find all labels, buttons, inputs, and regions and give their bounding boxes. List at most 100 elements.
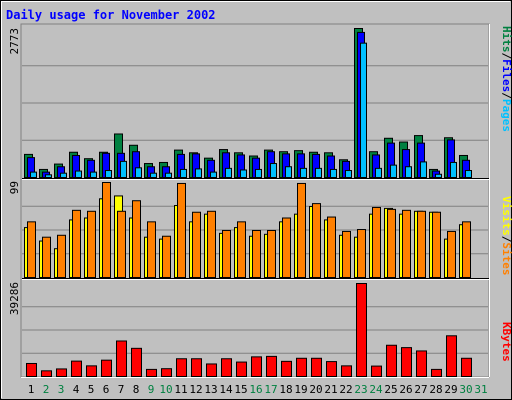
bar-pages-day-22 bbox=[345, 170, 352, 179]
bar-pages-day-23 bbox=[360, 42, 367, 179]
bar-kbytes-day-28 bbox=[431, 368, 442, 377]
bar-sites-day-8 bbox=[132, 200, 141, 279]
bar-kbytes-day-26 bbox=[401, 347, 412, 377]
bar-kbytes-day-14 bbox=[221, 358, 232, 377]
bar-kbytes-day-17 bbox=[266, 355, 277, 377]
bar-kbytes-day-7 bbox=[116, 340, 127, 378]
bar-pages-day-4 bbox=[75, 170, 82, 178]
x-label-day-31: 31 bbox=[474, 383, 487, 396]
bar-pages-day-2 bbox=[45, 174, 52, 179]
x-label-day-24: 24 bbox=[369, 383, 383, 396]
x-label-day-9: 9 bbox=[148, 383, 155, 396]
bar-kbytes-day-3 bbox=[56, 368, 67, 377]
bar-pages-day-17 bbox=[270, 163, 277, 179]
bar-pages-day-12 bbox=[195, 168, 202, 179]
bar-pages-day-24 bbox=[375, 167, 382, 179]
bar-kbytes-day-22 bbox=[341, 365, 352, 378]
x-label-day-29: 29 bbox=[444, 383, 457, 396]
x-label-day-18: 18 bbox=[279, 383, 292, 396]
bar-sites-day-30 bbox=[462, 221, 471, 278]
bar-sites-day-5 bbox=[87, 210, 96, 278]
legend-hits-panel: Hits/Files/Pages bbox=[500, 26, 512, 132]
bar-kbytes-day-9 bbox=[146, 368, 157, 377]
bar-pages-day-5 bbox=[90, 171, 97, 178]
bar-sites-day-4 bbox=[72, 209, 81, 278]
legend-visits-panel: Visits/Sites bbox=[500, 196, 512, 276]
bar-sites-day-15 bbox=[237, 221, 246, 278]
bar-pages-day-26 bbox=[405, 166, 412, 178]
legend-sep-1: / bbox=[500, 53, 512, 60]
legend-sites: Sites bbox=[500, 242, 512, 275]
x-label-day-25: 25 bbox=[384, 383, 397, 396]
bar-kbytes-day-5 bbox=[86, 365, 97, 378]
bar-sites-day-18 bbox=[282, 217, 291, 278]
bar-sites-day-27 bbox=[417, 210, 426, 278]
bar-kbytes-day-27 bbox=[416, 350, 427, 378]
legend-kbytes-panel: KBytes bbox=[500, 322, 512, 362]
x-label-day-15: 15 bbox=[234, 383, 247, 396]
bar-sites-day-29 bbox=[447, 230, 456, 278]
x-label-day-27: 27 bbox=[414, 383, 427, 396]
x-label-day-7: 7 bbox=[118, 383, 125, 396]
bar-pages-day-13 bbox=[210, 171, 217, 178]
bar-sites-day-17 bbox=[267, 229, 276, 278]
legend-sep-2: / bbox=[500, 92, 512, 99]
legend-kbytes: KBytes bbox=[500, 322, 512, 362]
bar-sites-day-10 bbox=[162, 235, 171, 279]
x-label-day-11: 11 bbox=[174, 383, 187, 396]
bar-sites-day-14 bbox=[222, 229, 231, 278]
bar-sites-day-23 bbox=[357, 229, 366, 278]
x-label-day-21: 21 bbox=[324, 383, 337, 396]
bar-sites-day-19 bbox=[297, 182, 306, 278]
bar-sites-day-7 bbox=[117, 210, 126, 278]
bar-sites-day-9 bbox=[147, 221, 156, 278]
bar-sites-day-21 bbox=[327, 216, 336, 278]
bar-kbytes-day-16 bbox=[251, 356, 262, 377]
y-max-label-sites: 99 bbox=[8, 181, 21, 194]
bar-pages-day-21 bbox=[330, 168, 337, 179]
bar-pages-day-7 bbox=[120, 160, 127, 179]
legend-pages: Pages bbox=[500, 99, 512, 132]
bar-pages-day-25 bbox=[390, 164, 397, 178]
bar-pages-day-10 bbox=[165, 172, 172, 178]
x-label-day-4: 4 bbox=[73, 383, 80, 396]
x-label-day-30: 30 bbox=[459, 383, 472, 396]
bar-kbytes-day-25 bbox=[386, 344, 397, 377]
legend-sep-3: / bbox=[500, 236, 512, 243]
x-label-day-13: 13 bbox=[204, 383, 217, 396]
y-max-label-kbytes: 39286 bbox=[8, 282, 21, 315]
bar-kbytes-day-21 bbox=[326, 361, 337, 378]
bar-kbytes-day-15 bbox=[236, 361, 247, 378]
bar-kbytes-day-24 bbox=[371, 365, 382, 377]
x-label-day-10: 10 bbox=[159, 383, 172, 396]
x-label-day-23: 23 bbox=[354, 383, 367, 396]
bar-pages-day-18 bbox=[285, 166, 292, 178]
bar-kbytes-day-19 bbox=[296, 357, 307, 377]
bar-sites-day-20 bbox=[312, 203, 321, 278]
bar-pages-day-9 bbox=[150, 172, 157, 178]
bar-kbytes-day-2 bbox=[41, 370, 52, 377]
bar-pages-day-8 bbox=[135, 167, 142, 179]
bar-sites-day-2 bbox=[42, 236, 51, 279]
bar-sites-day-3 bbox=[57, 234, 66, 278]
x-label-day-22: 22 bbox=[339, 383, 352, 396]
bar-pages-day-11 bbox=[180, 168, 187, 179]
x-label-day-28: 28 bbox=[429, 383, 442, 396]
bar-pages-day-14 bbox=[225, 167, 232, 179]
bar-pages-day-29 bbox=[450, 161, 457, 179]
x-label-day-17: 17 bbox=[264, 383, 277, 396]
x-label-day-19: 19 bbox=[294, 383, 307, 396]
bar-kbytes-day-4 bbox=[71, 360, 82, 378]
chart-title: Daily usage for November 2002 bbox=[6, 8, 216, 22]
x-label-day-1: 1 bbox=[28, 383, 35, 396]
bar-kbytes-day-29 bbox=[446, 335, 457, 377]
bar-pages-day-19 bbox=[300, 167, 307, 179]
legend-hits: Hits bbox=[500, 26, 512, 53]
x-label-day-16: 16 bbox=[249, 383, 262, 396]
x-axis-day-labels: 1 2 3 4 5 6 7 8 9 10 11 12 13 14 15 16 17 18 19 20 21 22 23 24 2… bbox=[28, 383, 488, 396]
bar-sites-day-28 bbox=[432, 211, 441, 279]
x-label-day-5: 5 bbox=[88, 383, 95, 396]
bar-pages-day-27 bbox=[420, 161, 427, 179]
bar-sites-day-11 bbox=[177, 182, 186, 278]
